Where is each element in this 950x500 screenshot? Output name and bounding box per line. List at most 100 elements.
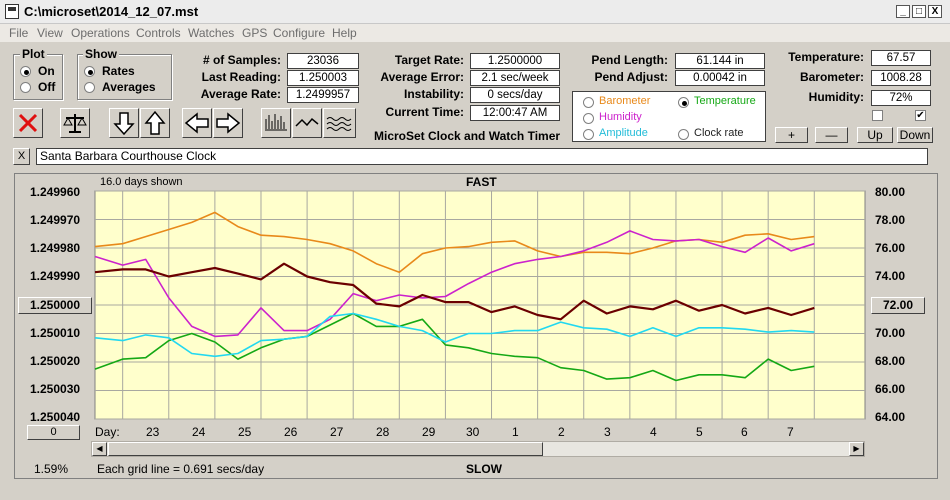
x-tick-6: 6 <box>741 425 748 439</box>
menu-bar: File View Operations Controls Watches GP… <box>0 24 950 42</box>
menu-configure[interactable]: Configure <box>273 26 326 40</box>
average-rate-value: 1.2499957 <box>287 87 359 103</box>
menu-watches[interactable]: Watches <box>188 26 235 40</box>
series-humidity <box>94 230 815 338</box>
app-caption: MicroSet Clock and Watch Timer <box>374 129 561 143</box>
menu-gps[interactable]: GPS <box>242 26 268 40</box>
app-icon <box>5 4 19 19</box>
waves-icon <box>326 117 352 131</box>
wave-view-button[interactable] <box>323 108 356 138</box>
y-right-tick-2: 78.00 <box>875 213 906 227</box>
menu-file[interactable]: File <box>9 26 29 40</box>
menu-help[interactable]: Help <box>332 26 357 40</box>
show-rates-label: Rates <box>102 64 135 78</box>
temperature-radio[interactable] <box>678 97 689 108</box>
instability-label: Instability: <box>403 87 464 101</box>
pend-adjust-value: 0.00042 in <box>675 70 765 86</box>
y-left-tick-1: 1.249960 <box>30 185 81 199</box>
bars-view-button[interactable] <box>261 108 291 138</box>
humidity-value: 72% <box>871 90 931 106</box>
maximize-button[interactable]: □ <box>912 5 926 18</box>
y-left-tick-7: 1.250020 <box>30 354 81 368</box>
scroll-thumb[interactable] <box>108 442 543 456</box>
plot-on-label: On <box>38 64 55 78</box>
average-rate-label: Average Rate: <box>200 87 281 101</box>
y-right-tick-8: 66.00 <box>875 382 906 396</box>
close-window-button[interactable]: X <box>928 5 942 18</box>
center-rate-button[interactable]: 1.250000 <box>18 297 92 314</box>
option-checkbox-2[interactable]: ✔ <box>915 110 926 121</box>
humidity-option-label: Humidity <box>599 111 642 123</box>
y-right-tick-6: 70.00 <box>875 326 906 340</box>
grid-note: Each grid line = 0.691 secs/day <box>97 462 265 476</box>
humidity-radio[interactable] <box>583 113 594 124</box>
days-shown-label: 16.0 days shown <box>100 176 183 188</box>
temperature-value: 67.57 <box>871 50 931 66</box>
y-left-tick-6: 1.250010 <box>30 326 81 340</box>
up-arrow-button[interactable] <box>140 108 170 138</box>
x-tick-29: 29 <box>422 425 436 439</box>
barometer-radio[interactable] <box>583 97 594 108</box>
samples-label: # of Samples: <box>202 53 281 67</box>
x-tick-26: 26 <box>284 425 298 439</box>
x-tick-2: 2 <box>558 425 565 439</box>
arrow-left-icon <box>184 112 209 134</box>
show-rates-radio[interactable] <box>84 66 95 77</box>
target-rate-value: 1.2500000 <box>470 53 560 69</box>
triangle-left-icon: ◀ <box>96 444 103 453</box>
balance-button[interactable] <box>60 108 90 138</box>
option-checkbox-1[interactable] <box>872 110 883 121</box>
y-right-tick-4: 74.00 <box>875 269 906 283</box>
left-arrow-button[interactable] <box>182 108 212 138</box>
plot-off-label: Off <box>38 80 56 94</box>
menu-operations[interactable]: Operations <box>71 26 130 40</box>
x-tick-30: 30 <box>466 425 480 439</box>
up-button[interactable]: Up <box>857 127 893 143</box>
plot-on-radio[interactable] <box>20 66 31 77</box>
plus-button[interactable]: + <box>775 127 808 143</box>
show-averages-radio[interactable] <box>84 82 95 93</box>
x-tick-27: 27 <box>330 425 344 439</box>
x-tick-7: 7 <box>787 425 794 439</box>
clock-rate-radio[interactable] <box>678 129 689 140</box>
samples-value: 23036 <box>287 53 359 69</box>
smooth-view-button[interactable] <box>292 108 322 138</box>
triangle-right-icon: ▶ <box>853 444 860 453</box>
offset-button[interactable]: 0 <box>27 425 80 440</box>
y-right-tick-1: 80.00 <box>875 185 906 199</box>
clock-name-input[interactable]: Santa Barbara Courthouse Clock <box>36 148 928 165</box>
right-arrow-button[interactable] <box>213 108 243 138</box>
pend-adjust-label: Pend Adjust: <box>594 70 668 84</box>
title-bar: C:\microset\2014_12_07.mst _ □ X <box>0 0 950 24</box>
minimize-button[interactable]: _ <box>896 5 910 18</box>
y-left-tick-8: 1.250030 <box>30 382 81 396</box>
arrow-right-icon <box>216 112 241 134</box>
barometer-option-label: Barometer <box>599 95 651 107</box>
clear-name-button[interactable]: X <box>13 148 30 165</box>
minus-button[interactable]: — <box>815 127 848 143</box>
y-left-tick-2: 1.249970 <box>30 213 81 227</box>
fast-label: FAST <box>466 175 497 189</box>
red-x-icon <box>18 113 38 133</box>
slow-label: SLOW <box>466 462 502 476</box>
humidity-label: Humidity: <box>808 90 864 104</box>
plot-off-radio[interactable] <box>20 82 31 93</box>
y-left-tick-9: 1.250040 <box>30 410 81 424</box>
last-reading-value: 1.250003 <box>287 70 359 86</box>
down-arrow-button[interactable] <box>109 108 139 138</box>
amplitude-radio[interactable] <box>583 129 594 140</box>
y-left-tick-4: 1.249990 <box>30 269 81 283</box>
menu-controls[interactable]: Controls <box>136 26 181 40</box>
scroll-right-button[interactable]: ▶ <box>849 442 864 456</box>
smooth-line-icon <box>295 117 319 127</box>
stop-button[interactable] <box>13 108 43 138</box>
center-sensor-button[interactable]: 72.00 <box>871 297 925 314</box>
down-button[interactable]: Down <box>897 127 933 143</box>
menu-view[interactable]: View <box>37 26 63 40</box>
scroll-left-button[interactable]: ◀ <box>92 442 107 456</box>
x-tick-28: 28 <box>376 425 390 439</box>
bars-icon <box>265 114 287 131</box>
x-tick-25: 25 <box>238 425 252 439</box>
x-tick-5: 5 <box>696 425 703 439</box>
